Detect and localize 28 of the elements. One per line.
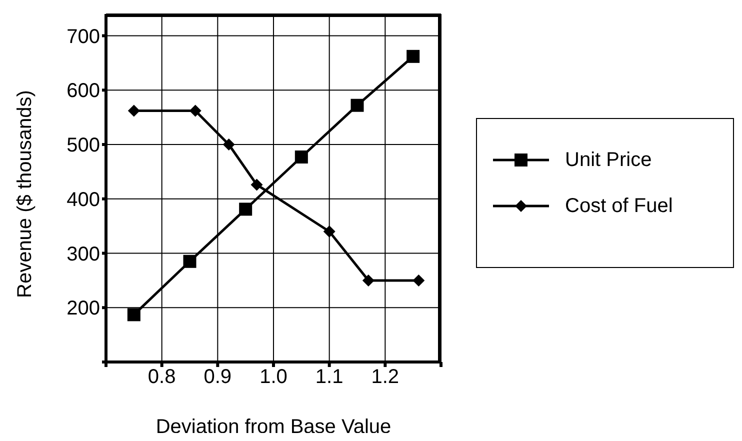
legend-label: Unit Price (565, 148, 652, 172)
x-tick-label: 1.1 (315, 366, 344, 388)
x-axis-title: Deviation from Base Value (156, 416, 392, 438)
point (239, 202, 252, 216)
point (250, 178, 263, 191)
y-tick-label: 400 (66, 188, 100, 211)
legend-label: Cost of Fuel (565, 194, 673, 218)
point (362, 274, 374, 286)
y-tick-label: 500 (66, 134, 100, 157)
y-tick-label: 300 (66, 243, 100, 266)
x-tick-label: 1.0 (260, 366, 288, 388)
point (406, 50, 420, 63)
point (222, 138, 235, 150)
y-tick-label: 700 (66, 26, 100, 48)
x-tick-label: 0.8 (148, 366, 176, 388)
x-tick-label: 0.9 (204, 366, 232, 388)
point (350, 98, 364, 112)
point (323, 226, 336, 238)
y-tick-label: 200 (66, 298, 100, 320)
point (127, 308, 140, 322)
x-tick-label: 1.2 (371, 366, 400, 388)
point (128, 104, 140, 117)
y-axis-title: Revenue ($ thousands) (14, 90, 36, 298)
point (183, 254, 196, 268)
point (294, 150, 308, 164)
point (189, 104, 202, 117)
point (412, 274, 425, 286)
y-tick-label: 600 (66, 80, 100, 102)
